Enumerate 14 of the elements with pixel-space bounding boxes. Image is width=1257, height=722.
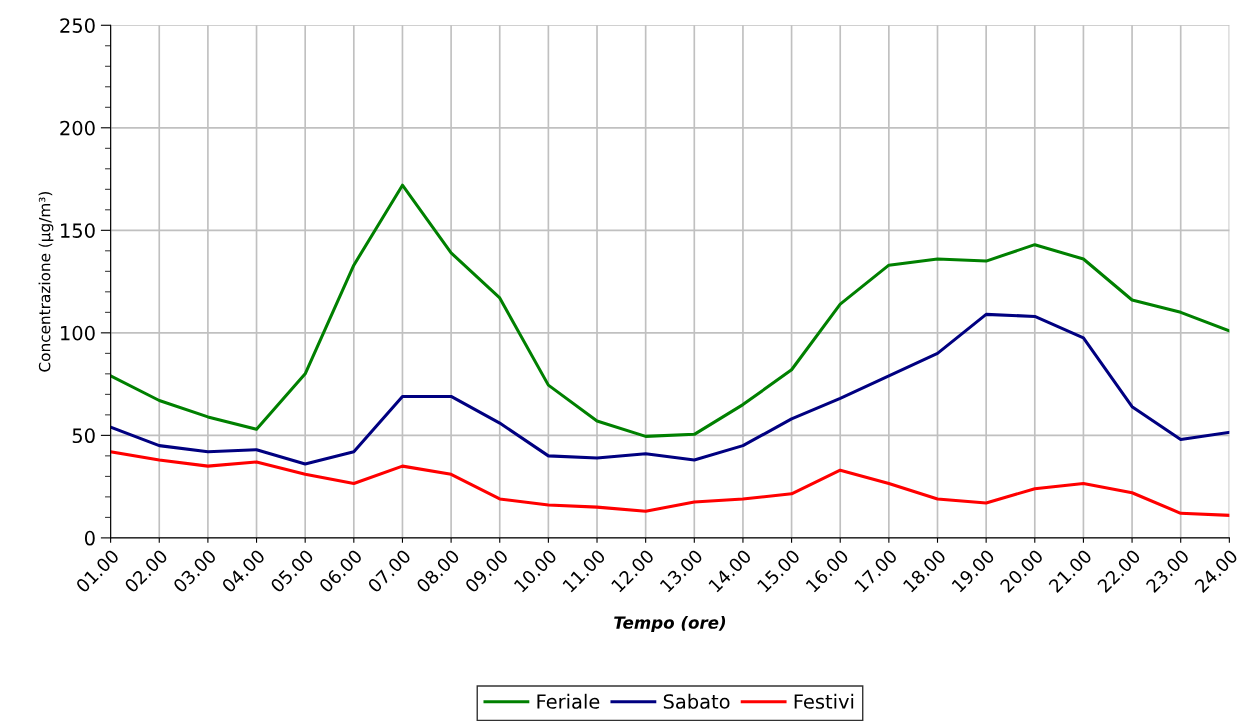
y-tick-label: 250 <box>60 18 95 33</box>
y-tick-label: 150 <box>61 223 95 238</box>
legend-label: Festivi <box>794 693 854 709</box>
legend-label: Feriale <box>537 693 600 709</box>
y-tick-label: 200 <box>60 120 95 136</box>
y-axis-title: Concentrazione (μg/m³) <box>38 191 54 372</box>
line-series <box>110 183 1230 438</box>
line-series <box>110 312 1230 466</box>
y-tick-label: 50 <box>72 428 95 444</box>
legend-label: Sabato <box>663 693 730 709</box>
y-tick-label: 0 <box>84 530 95 546</box>
line-series <box>110 450 1230 517</box>
y-tick-label: 100 <box>61 325 95 341</box>
x-axis-title: Tempo (ore) <box>614 615 726 633</box>
